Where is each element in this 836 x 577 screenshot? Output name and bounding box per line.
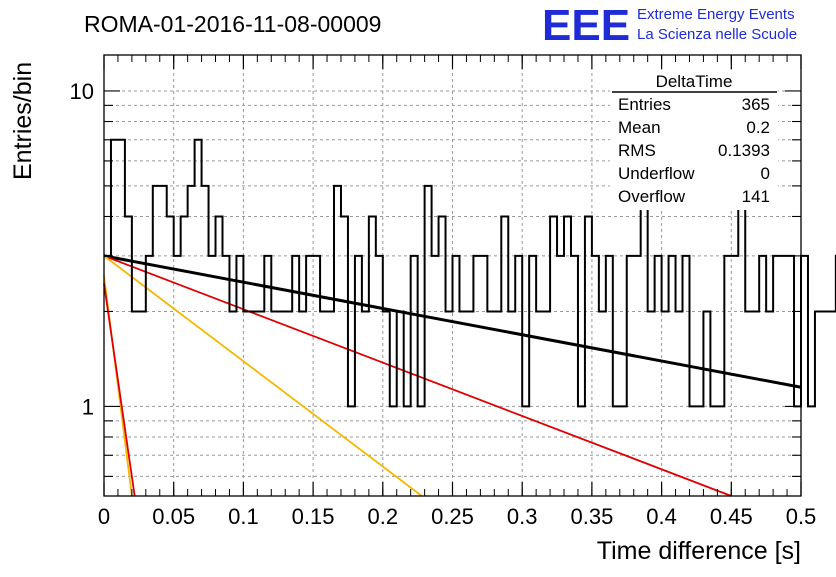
axis-ticks	[103, 55, 802, 496]
y-axis-label: Entries/bin	[9, 62, 37, 180]
stats-label-entries: Entries	[618, 95, 671, 114]
x-tick-label: 0.2	[368, 504, 399, 529]
stats-value-overflow: 141	[742, 187, 770, 206]
x-tick-label: 0.45	[710, 504, 753, 529]
stats-box-background	[610, 70, 778, 210]
stats-label-overflow: Overflow	[618, 187, 686, 206]
stats-value-rms: 0.1393	[718, 141, 770, 160]
histogram-step-line	[104, 138, 836, 408]
stats-box: DeltaTime Entries 365 Mean 0.2 RMS 0.139…	[610, 70, 778, 210]
x-tick-label: 0.35	[570, 504, 613, 529]
logo-line1: Extreme Energy Events	[637, 6, 795, 23]
x-tick-label: 0.1	[228, 504, 259, 529]
x-tick-labels: 0 0.05 0.1 0.15 0.2 0.25 0.3 0.35 0.4 0.45 0.5	[98, 504, 816, 529]
y-tick-labels: 1 10	[70, 79, 94, 419]
page-title: ROMA-01-2016-11-08-00009	[84, 11, 381, 37]
stats-value-mean: 0.2	[746, 118, 770, 137]
stats-value-entries: 365	[742, 95, 770, 114]
x-tick-label: 0.05	[152, 504, 195, 529]
stats-label-rms: RMS	[618, 141, 656, 160]
x-tick-label: 0.4	[646, 504, 677, 529]
fit-curve	[103, 255, 423, 497]
stats-value-underflow: 0	[761, 164, 770, 183]
x-tick-label: 0.25	[431, 504, 474, 529]
logo-mark: EEE	[542, 1, 630, 50]
fit-curves	[103, 254, 802, 497]
stats-label-mean: Mean	[618, 118, 661, 137]
fit-curve	[103, 254, 802, 389]
x-tick-label: 0.15	[292, 504, 335, 529]
y-tick-label: 1	[82, 394, 94, 419]
logo-line2: La Scienza nelle Scuole	[637, 26, 797, 43]
stats-label-underflow: Underflow	[618, 164, 695, 183]
fit-curve	[103, 283, 136, 497]
y-tick-label: 10	[70, 79, 94, 104]
x-tick-label: 0	[98, 504, 110, 529]
x-tick-label: 0.5	[786, 504, 817, 529]
stats-title: DeltaTime	[656, 72, 733, 91]
x-axis-label: Time difference [s]	[597, 537, 801, 565]
x-tick-label: 0.3	[507, 504, 538, 529]
